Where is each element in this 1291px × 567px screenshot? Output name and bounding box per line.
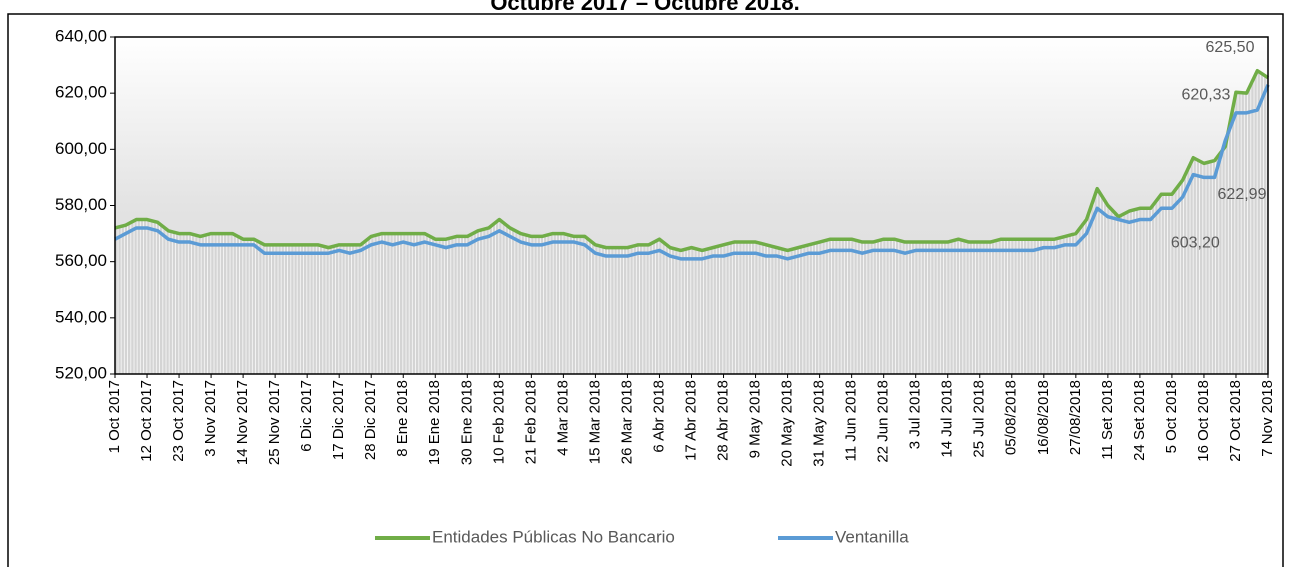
x-tick-label: 5 Oct 2018 (1163, 380, 1180, 453)
x-tick-label: 25 Nov 2017 (266, 380, 283, 465)
x-tick-label: 17 Abr 2018 (682, 380, 699, 461)
x-tick-label: 9 May 2018 (747, 380, 764, 458)
x-tick-label: 21 Feb 2018 (522, 380, 539, 464)
x-tick-label: 11 Set 2018 (1099, 380, 1116, 460)
x-tick-label: 28 Dic 2017 (362, 380, 379, 460)
data-label: 603,20 (1171, 235, 1220, 252)
y-tick-label: 640,00 (55, 26, 107, 45)
x-tick-label: 20 May 2018 (779, 380, 796, 467)
x-tick-label: 16/08/2018 (1035, 380, 1052, 455)
plot-border (114, 36, 1269, 375)
frame (7, 13, 1284, 567)
x-tick-label: 15 Mar 2018 (586, 380, 603, 464)
x-tick-label: 22 Jun 2018 (875, 380, 892, 463)
x-tick-label: 4 Mar 2018 (554, 380, 571, 456)
data-label: 622,99 (1218, 186, 1267, 203)
x-tick-label: 12 Oct 2017 (138, 380, 155, 462)
x-tick-label: 3 Nov 2017 (202, 380, 219, 457)
x-tick-label: 14 Nov 2017 (234, 380, 251, 465)
x-tick-label: 6 Dic 2017 (298, 380, 315, 452)
x-tick-label: 27 Oct 2018 (1227, 380, 1244, 462)
y-tick-label: 520,00 (55, 363, 107, 382)
x-tick-label: 24 Set 2018 (1131, 380, 1148, 461)
x-tick-label: 27/08/2018 (1067, 380, 1084, 455)
x-tick-label: 19 Ene 2018 (426, 380, 443, 465)
line (114, 84, 1270, 261)
x-tick-label: 25 Jul 2018 (971, 380, 988, 458)
line (114, 68, 1269, 253)
data-label: 625,50 (1206, 39, 1255, 56)
x-tick-label: 6 Abr 2018 (650, 380, 667, 453)
x-tick-label: 7 Nov 2018 (1259, 380, 1276, 457)
y-tick-label: 540,00 (55, 307, 107, 326)
chart-title: Octubre 2017 – Octubre 2018. (490, 0, 799, 15)
x-tick-label: 05/08/2018 (1003, 380, 1020, 455)
x-tick-label: 11 Jun 2018 (843, 380, 860, 461)
legend-label: Ventanilla (835, 527, 909, 546)
y-tick-label: 600,00 (55, 139, 107, 158)
x-tick-label: 16 Oct 2018 (1195, 380, 1212, 462)
area (115, 70, 1268, 374)
data-label: 620,33 (1182, 86, 1231, 103)
x-tick-label: 26 Mar 2018 (618, 380, 635, 464)
x-tick-label: 30 Ene 2018 (458, 380, 475, 465)
x-tick-label: 23 Oct 2017 (170, 380, 187, 462)
x-tick-label: 3 Jul 2018 (907, 380, 924, 449)
x-tick-label: 8 Ene 2018 (394, 380, 411, 457)
x-tick-label: 17 Dic 2017 (330, 380, 347, 460)
y-tick-label: 560,00 (55, 251, 107, 270)
y-tick-label: 620,00 (55, 83, 107, 102)
x-tick-label: 10 Feb 2018 (490, 380, 507, 464)
x-tick-label: 14 Jul 2018 (939, 380, 956, 458)
x-tick-label: 1 Oct 2017 (106, 380, 123, 453)
x-tick-label: 31 May 2018 (811, 380, 828, 467)
y-tick-label: 580,00 (55, 195, 107, 214)
x-tick-label: 28 Abr 2018 (714, 380, 731, 461)
legend-label: Entidades Públicas No Bancario (432, 527, 675, 546)
